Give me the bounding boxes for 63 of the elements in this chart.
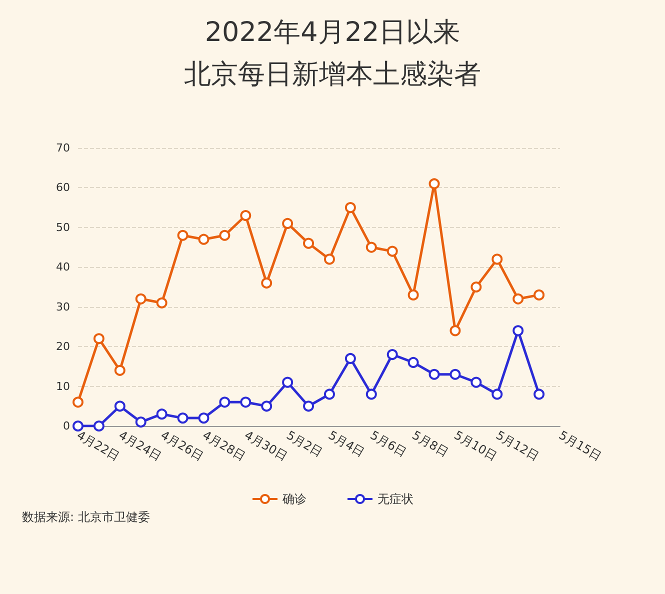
point xyxy=(428,368,440,380)
legend-label: 无症状 xyxy=(378,492,414,506)
point xyxy=(303,238,314,249)
point xyxy=(303,400,314,412)
point xyxy=(428,178,440,190)
point xyxy=(324,254,335,265)
point xyxy=(386,246,398,257)
y-tick-label: 0 xyxy=(63,420,70,432)
point xyxy=(408,289,419,300)
point xyxy=(492,254,503,265)
legend-label: 确诊 xyxy=(282,492,306,506)
point xyxy=(72,396,84,408)
point xyxy=(219,396,230,408)
point xyxy=(156,297,168,308)
y-tick-label: 50 xyxy=(56,220,70,234)
y-tick-label: 70 xyxy=(56,142,70,154)
point xyxy=(93,333,104,344)
x-tick-label: 5月4日 xyxy=(326,428,367,460)
y-tick-label: 30 xyxy=(56,300,70,314)
point xyxy=(114,400,126,412)
point xyxy=(492,388,503,400)
point xyxy=(198,412,210,424)
point xyxy=(450,368,461,380)
point xyxy=(114,364,126,376)
point xyxy=(177,230,188,241)
x-tick-label: 5月8日 xyxy=(410,428,451,460)
point xyxy=(324,388,335,400)
point xyxy=(344,352,356,364)
x-tick-label: 5月6日 xyxy=(368,428,409,460)
point xyxy=(470,282,482,292)
point xyxy=(534,289,545,300)
point xyxy=(156,408,168,420)
point xyxy=(366,388,377,400)
y-tick-label: 40 xyxy=(56,260,70,274)
point xyxy=(344,202,356,214)
point xyxy=(512,293,524,304)
point xyxy=(366,242,377,253)
point xyxy=(282,218,294,229)
point xyxy=(198,234,210,245)
point xyxy=(282,376,294,388)
point xyxy=(177,412,188,424)
point xyxy=(261,278,272,289)
x-tick-label: 5月15日 xyxy=(556,428,604,464)
point xyxy=(261,400,272,412)
point xyxy=(135,293,146,304)
point xyxy=(534,388,545,400)
point xyxy=(240,396,252,408)
point xyxy=(135,416,146,428)
point xyxy=(450,325,461,336)
y-tick-label: 60 xyxy=(56,181,70,194)
source-note: 数据来源: 北京市卫健委 xyxy=(22,510,150,524)
point xyxy=(408,356,419,368)
y-tick-label: 10 xyxy=(56,380,70,393)
point xyxy=(93,420,104,432)
point xyxy=(470,376,482,388)
point xyxy=(512,325,524,336)
point xyxy=(240,210,252,222)
chart-title: 2022年4月22日以来 xyxy=(204,17,460,48)
point xyxy=(219,230,230,241)
y-tick-label: 20 xyxy=(56,340,70,354)
point xyxy=(72,420,84,432)
chart-subtitle: 北京每日新增本土感染者 xyxy=(184,59,481,90)
point xyxy=(386,349,398,360)
